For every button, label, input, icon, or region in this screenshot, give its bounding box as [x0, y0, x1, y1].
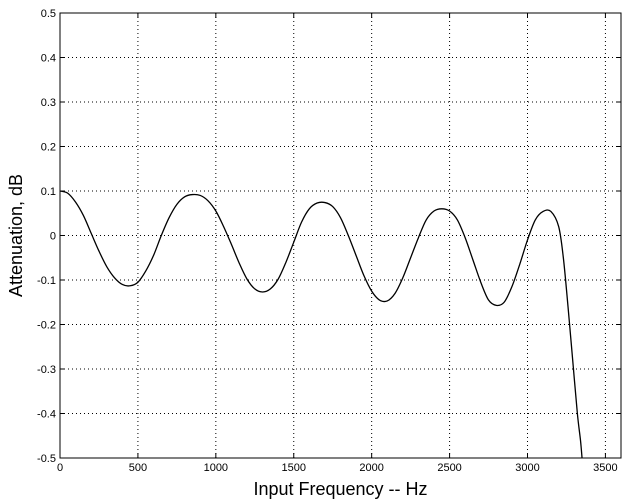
plot-frame [59, 12, 622, 459]
x-tick-label: 0 [57, 462, 63, 474]
x-axis-title: Input Frequency -- Hz [253, 479, 427, 499]
x-tick-label: 3500 [593, 462, 617, 474]
x-axis-ticks: 0 500 1000 1500 2000 2500 3000 3500 [57, 13, 618, 474]
y-tick-label: -0.4 [37, 409, 56, 421]
attenuation-series-line [59, 190, 583, 459]
x-tick-label: 2000 [359, 462, 383, 474]
x-tick-label: 500 [129, 462, 147, 474]
y-tick-label: -0.5 [37, 453, 56, 465]
y-axis-title: Attenuation, dB [6, 174, 26, 297]
y-tick-label: -0.2 [37, 320, 56, 332]
y-tick-label: 0.1 [41, 186, 56, 198]
y-tick-label: 0.4 [41, 53, 56, 65]
y-axis-ticks: -0.5 -0.4 -0.3 -0.2 -0.1 0 0.1 0.2 0.3 0.4 0.5 [37, 8, 621, 465]
x-tick-label: 1000 [204, 462, 228, 474]
x-tick-label: 3000 [515, 462, 539, 474]
x-tick-label: 2500 [437, 462, 461, 474]
y-tick-label: 0.2 [41, 142, 56, 154]
y-tick-label: -0.1 [37, 275, 56, 287]
y-tick-label: 0.5 [41, 8, 56, 20]
x-tick-label: 1500 [282, 462, 306, 474]
y-tick-label: -0.3 [37, 364, 56, 376]
grid [60, 13, 621, 458]
y-tick-label: 0.3 [41, 97, 56, 109]
y-tick-label: 0 [50, 231, 56, 243]
